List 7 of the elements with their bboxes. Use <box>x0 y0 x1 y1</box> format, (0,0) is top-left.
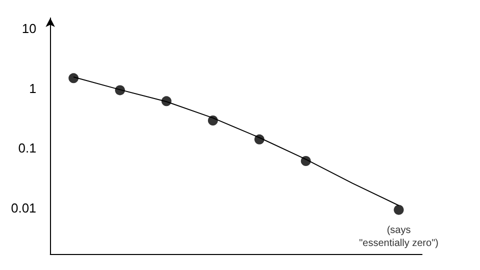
y-tick-label: 1 <box>29 80 36 96</box>
point <box>68 73 79 84</box>
annotation: (says "essentially zero") <box>359 224 438 249</box>
point <box>394 204 404 215</box>
y-tick-label: 0.1 <box>18 140 36 156</box>
y-tick-label: 0.01 <box>10 200 36 216</box>
y-tick-label: 10 <box>22 21 36 36</box>
